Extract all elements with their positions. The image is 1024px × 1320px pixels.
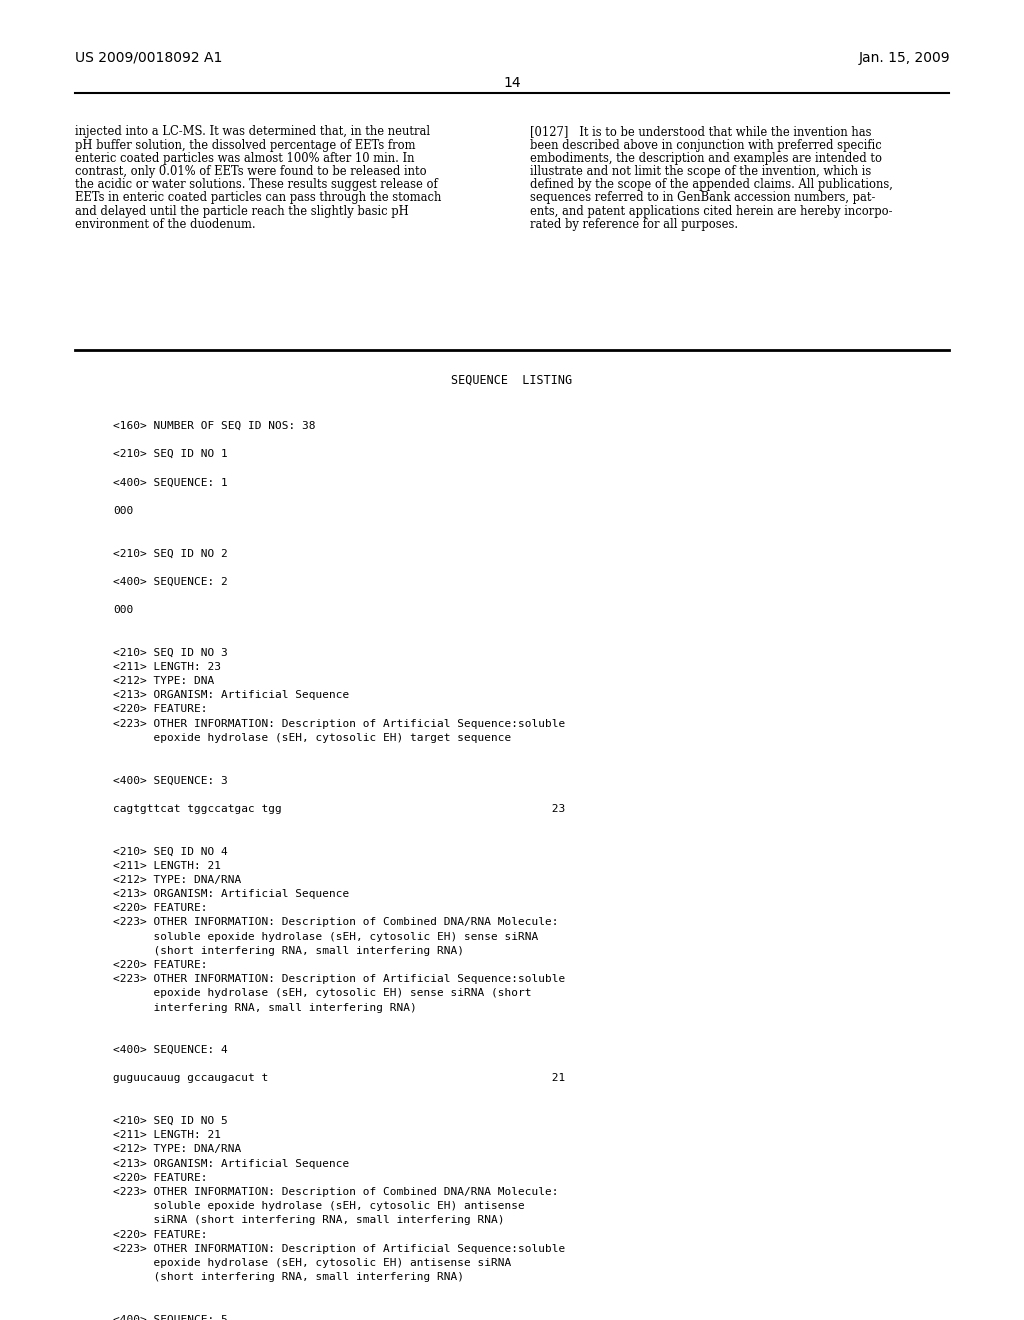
- Text: epoxide hydrolase (sEH, cytosolic EH) sense siRNA (short: epoxide hydrolase (sEH, cytosolic EH) se…: [113, 989, 531, 998]
- Text: US 2009/0018092 A1: US 2009/0018092 A1: [75, 51, 222, 65]
- Text: EETs in enteric coated particles can pass through the stomach: EETs in enteric coated particles can pas…: [75, 191, 441, 205]
- Text: <220> FEATURE:: <220> FEATURE:: [113, 1173, 208, 1183]
- Text: soluble epoxide hydrolase (sEH, cytosolic EH) sense siRNA: soluble epoxide hydrolase (sEH, cytosoli…: [113, 932, 539, 941]
- Text: <210> SEQ ID NO 2: <210> SEQ ID NO 2: [113, 548, 227, 558]
- Text: (short interfering RNA, small interfering RNA): (short interfering RNA, small interferin…: [113, 1272, 464, 1282]
- Text: <211> LENGTH: 23: <211> LENGTH: 23: [113, 661, 221, 672]
- Text: <212> TYPE: DNA/RNA: <212> TYPE: DNA/RNA: [113, 875, 242, 884]
- Text: <223> OTHER INFORMATION: Description of Combined DNA/RNA Molecule:: <223> OTHER INFORMATION: Description of …: [113, 1187, 558, 1197]
- Text: <210> SEQ ID NO 5: <210> SEQ ID NO 5: [113, 1117, 227, 1126]
- Text: the acidic or water solutions. These results suggest release of: the acidic or water solutions. These res…: [75, 178, 437, 191]
- Text: illustrate and not limit the scope of the invention, which is: illustrate and not limit the scope of th…: [530, 165, 871, 178]
- Text: <211> LENGTH: 21: <211> LENGTH: 21: [113, 861, 221, 871]
- Text: injected into a LC-MS. It was determined that, in the neutral: injected into a LC-MS. It was determined…: [75, 125, 430, 139]
- Text: pH buffer solution, the dissolved percentage of EETs from: pH buffer solution, the dissolved percen…: [75, 139, 416, 152]
- Text: <220> FEATURE:: <220> FEATURE:: [113, 960, 208, 970]
- Text: [0127]   It is to be understood that while the invention has: [0127] It is to be understood that while…: [530, 125, 871, 139]
- Text: been described above in conjunction with preferred specific: been described above in conjunction with…: [530, 139, 882, 152]
- Text: embodiments, the description and examples are intended to: embodiments, the description and example…: [530, 152, 882, 165]
- Text: defined by the scope of the appended claims. All publications,: defined by the scope of the appended cla…: [530, 178, 893, 191]
- Text: <212> TYPE: DNA/RNA: <212> TYPE: DNA/RNA: [113, 1144, 242, 1155]
- Text: <210> SEQ ID NO 4: <210> SEQ ID NO 4: [113, 846, 227, 857]
- Text: <212> TYPE: DNA: <212> TYPE: DNA: [113, 676, 214, 686]
- Text: siRNA (short interfering RNA, small interfering RNA): siRNA (short interfering RNA, small inte…: [113, 1216, 505, 1225]
- Text: <400> SEQUENCE: 3: <400> SEQUENCE: 3: [113, 775, 227, 785]
- Text: <400> SEQUENCE: 1: <400> SEQUENCE: 1: [113, 478, 227, 487]
- Text: interfering RNA, small interfering RNA): interfering RNA, small interfering RNA): [113, 1002, 417, 1012]
- Text: 000: 000: [113, 605, 133, 615]
- Text: soluble epoxide hydrolase (sEH, cytosolic EH) antisense: soluble epoxide hydrolase (sEH, cytosoli…: [113, 1201, 524, 1212]
- Text: Jan. 15, 2009: Jan. 15, 2009: [858, 51, 950, 65]
- Text: guguucauug gccaugacut t                                          21: guguucauug gccaugacut t 21: [113, 1073, 565, 1084]
- Text: ents, and patent applications cited herein are hereby incorpo-: ents, and patent applications cited here…: [530, 205, 893, 218]
- Text: environment of the duodenum.: environment of the duodenum.: [75, 218, 256, 231]
- Text: <223> OTHER INFORMATION: Description of Artificial Sequence:soluble: <223> OTHER INFORMATION: Description of …: [113, 974, 565, 985]
- Text: contrast, only 0.01% of EETs were found to be released into: contrast, only 0.01% of EETs were found …: [75, 165, 427, 178]
- Text: <213> ORGANISM: Artificial Sequence: <213> ORGANISM: Artificial Sequence: [113, 888, 349, 899]
- Text: SEQUENCE  LISTING: SEQUENCE LISTING: [452, 374, 572, 387]
- Text: <400> SEQUENCE: 5: <400> SEQUENCE: 5: [113, 1315, 227, 1320]
- Text: <400> SEQUENCE: 2: <400> SEQUENCE: 2: [113, 577, 227, 586]
- Text: <400> SEQUENCE: 4: <400> SEQUENCE: 4: [113, 1045, 227, 1055]
- Text: <213> ORGANISM: Artificial Sequence: <213> ORGANISM: Artificial Sequence: [113, 1159, 349, 1168]
- Text: 14: 14: [503, 77, 521, 90]
- Text: <223> OTHER INFORMATION: Description of Artificial Sequence:soluble: <223> OTHER INFORMATION: Description of …: [113, 1243, 565, 1254]
- Text: and delayed until the particle reach the slightly basic pH: and delayed until the particle reach the…: [75, 205, 409, 218]
- Text: <210> SEQ ID NO 1: <210> SEQ ID NO 1: [113, 449, 227, 459]
- Text: <160> NUMBER OF SEQ ID NOS: 38: <160> NUMBER OF SEQ ID NOS: 38: [113, 421, 315, 430]
- Text: cagtgttcat tggccatgac tgg                                        23: cagtgttcat tggccatgac tgg 23: [113, 804, 565, 813]
- Text: <211> LENGTH: 21: <211> LENGTH: 21: [113, 1130, 221, 1140]
- Text: <223> OTHER INFORMATION: Description of Combined DNA/RNA Molecule:: <223> OTHER INFORMATION: Description of …: [113, 917, 558, 928]
- Text: <223> OTHER INFORMATION: Description of Artificial Sequence:soluble: <223> OTHER INFORMATION: Description of …: [113, 718, 565, 729]
- Text: rated by reference for all purposes.: rated by reference for all purposes.: [530, 218, 738, 231]
- Text: epoxide hydrolase (sEH, cytosolic EH) antisense siRNA: epoxide hydrolase (sEH, cytosolic EH) an…: [113, 1258, 511, 1269]
- Text: <220> FEATURE:: <220> FEATURE:: [113, 1230, 208, 1239]
- Text: sequences referred to in GenBank accession numbers, pat-: sequences referred to in GenBank accessi…: [530, 191, 876, 205]
- Text: <213> ORGANISM: Artificial Sequence: <213> ORGANISM: Artificial Sequence: [113, 690, 349, 700]
- Text: <210> SEQ ID NO 3: <210> SEQ ID NO 3: [113, 648, 227, 657]
- Text: <220> FEATURE:: <220> FEATURE:: [113, 705, 208, 714]
- Text: enteric coated particles was almost 100% after 10 min. In: enteric coated particles was almost 100%…: [75, 152, 415, 165]
- Text: (short interfering RNA, small interfering RNA): (short interfering RNA, small interferin…: [113, 945, 464, 956]
- Text: 000: 000: [113, 506, 133, 516]
- Text: epoxide hydrolase (sEH, cytosolic EH) target sequence: epoxide hydrolase (sEH, cytosolic EH) ta…: [113, 733, 511, 743]
- Text: <220> FEATURE:: <220> FEATURE:: [113, 903, 208, 913]
